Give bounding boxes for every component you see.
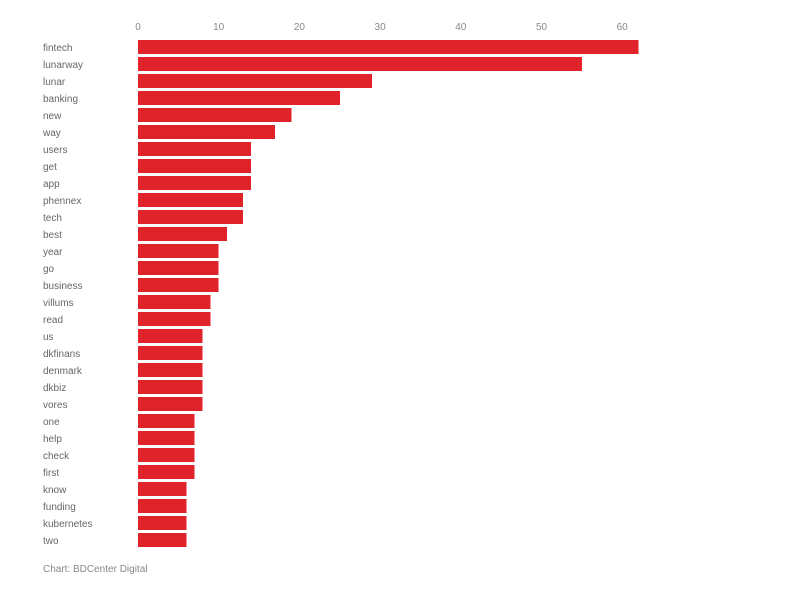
bar-way [138,125,276,139]
bar-new [138,108,292,122]
category-label: new [43,111,62,122]
category-label: phennex [43,196,81,207]
bar-banking [138,91,340,105]
category-label: lunarway [43,60,83,71]
x-tick-label: 40 [455,22,467,33]
bar-get [138,159,251,173]
category-label: us [43,332,54,343]
category-label: funding [43,502,76,513]
x-tick-label: 10 [213,22,225,33]
category-label: dkbiz [43,383,66,394]
x-tick-label: 0 [135,22,141,33]
bar-one [138,414,195,428]
bar-check [138,448,195,462]
bar-year [138,244,219,258]
bars [138,40,639,547]
bar-phennex [138,193,243,207]
bar-villums [138,295,211,309]
bar-funding [138,499,187,513]
bar-denmark [138,363,203,377]
bar-tech [138,210,243,224]
category-labels: fintech lunarway lunar banking new way users ge… [42,43,92,547]
category-label: help [43,434,62,445]
bar-dkfinans [138,346,203,360]
bar-vores [138,397,203,411]
bar-business [138,278,219,292]
category-label: business [43,281,82,292]
category-label: read [43,315,63,326]
category-label: get [43,162,57,173]
bar-fintech [138,40,639,54]
category-label: dkfinans [43,349,80,360]
bar-lunar [138,74,373,88]
category-label: kubernetes [43,519,92,530]
category-label: year [43,247,63,258]
category-label: denmark [43,366,83,377]
bar-kubernetes [138,516,187,530]
category-label: lunar [43,77,66,88]
x-tick-label: 50 [536,22,548,33]
bar-know [138,482,187,496]
category-label: vores [43,400,67,411]
chart-credit: Chart: BDCenter Digital [43,564,148,575]
x-tick-label: 30 [375,22,387,33]
category-label: fintech [43,43,72,54]
bar-dkbiz [138,380,203,394]
category-label: users [43,145,67,156]
category-label: check [43,451,70,462]
bar-go [138,261,219,275]
category-label: best [43,230,62,241]
bar-users [138,142,251,156]
category-label: first [43,468,59,479]
x-tick-label: 20 [294,22,306,33]
category-label: app [43,179,60,190]
bar-app [138,176,251,190]
category-label: banking [43,94,78,105]
bar-read [138,312,211,326]
category-label: two [43,536,59,547]
category-label: tech [43,213,62,224]
bar-help [138,431,195,445]
x-axis-ticks: 0 10 20 30 40 50 60 [135,22,628,33]
bar-us [138,329,203,343]
category-label: one [43,417,60,428]
category-label: villums [43,298,74,309]
category-label: way [42,128,61,139]
bar-lunarway [138,57,582,71]
category-label: go [43,264,55,275]
category-label: know [43,485,67,496]
bar-best [138,227,227,241]
bar-two [138,533,187,547]
x-tick-label: 60 [617,22,629,33]
bar-first [138,465,195,479]
